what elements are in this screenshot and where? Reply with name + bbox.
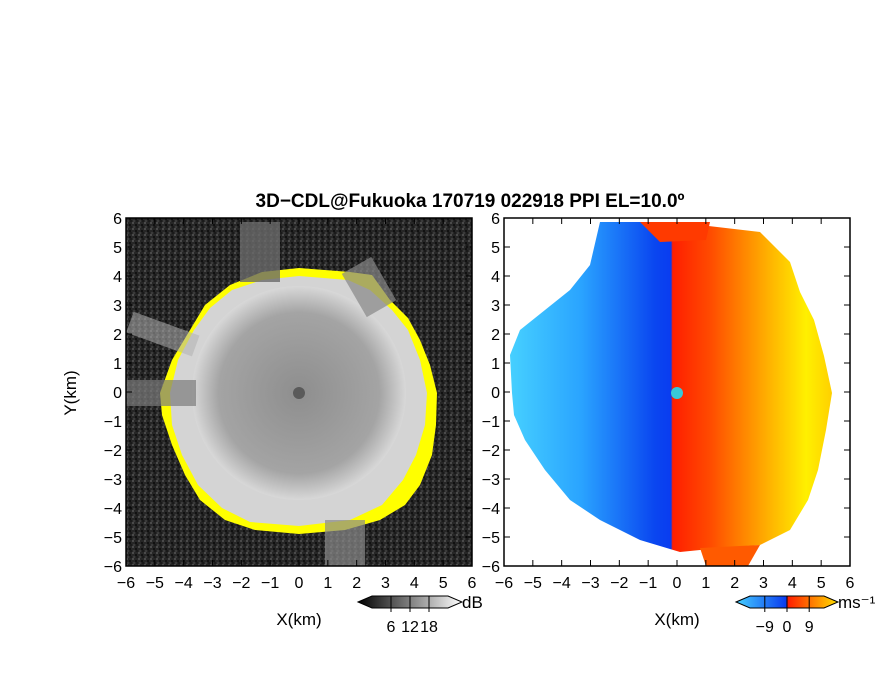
- velocity-field: [510, 222, 832, 552]
- x-tick-label: −2: [232, 575, 250, 592]
- y-tick-label: 2: [491, 327, 500, 344]
- x-tick-label: 3: [759, 575, 768, 592]
- y-tick-label: −6: [482, 559, 500, 576]
- x-tick-label: 5: [439, 575, 448, 592]
- x-tick-label: 6: [468, 575, 477, 592]
- right-x-axis-label: X(km): [654, 610, 699, 629]
- velocity-colorbar: −9 0 9 ms⁻¹: [734, 593, 876, 636]
- velocity-panel: −6 −5 −4 −3 −2 −1 0 1 2 3 4 5 6 −6 −5 −4 −3 −2 −1 0 1 2 3 4 5 6 X…: [482, 211, 855, 629]
- y-tick-label: 0: [113, 385, 122, 402]
- x-tick-label: 3: [381, 575, 390, 592]
- x-tick-label: 2: [730, 575, 739, 592]
- colorbar-tick-label: 9: [805, 619, 814, 636]
- reflectivity-colorbar-unit: dB: [462, 593, 483, 612]
- velocity-speckle-south: [700, 545, 760, 566]
- y-tick-label: 5: [113, 240, 122, 257]
- left-x-axis-label: X(km): [276, 610, 321, 629]
- x-tick-label: −5: [524, 575, 542, 592]
- radar-site-marker-velocity: [671, 387, 683, 399]
- y-tick-label: 4: [113, 269, 122, 286]
- reflectivity-colorbar-ticks: 6 12 18: [387, 596, 438, 636]
- y-tick-label: −2: [482, 443, 500, 460]
- colorbar-tick-label: 0: [783, 619, 792, 636]
- x-tick-label: 2: [352, 575, 361, 592]
- reflectivity-panel: −6 −5 −4 −3 −2 −1 0 1 2 3 4 5 6 −6 −5 −4 −3 −2 −1 0 1 2 3 4 5 6 X…: [61, 211, 477, 629]
- radar-site-marker: [293, 387, 305, 399]
- left-axis-ticks: −6 −5 −4 −3 −2 −1 0 1 2 3 4 5 6 −6 −5 −4 −3 −2 −1 0 1 2 3 4 5 6: [104, 211, 477, 592]
- y-tick-label: −1: [104, 414, 122, 431]
- left-y-axis-label: Y(km): [61, 370, 80, 415]
- x-tick-label: 4: [788, 575, 797, 592]
- y-tick-label: 3: [113, 298, 122, 315]
- echo-spoke-north: [240, 222, 280, 282]
- colorbar-tick-label: 18: [420, 619, 438, 636]
- x-tick-label: 1: [323, 575, 332, 592]
- reflectivity-colorbar: 6 12 18 dB: [356, 593, 483, 636]
- y-tick-label: −2: [104, 443, 122, 460]
- x-tick-label: −2: [610, 575, 628, 592]
- x-tick-label: −1: [639, 575, 657, 592]
- right-axis-ticks: −6 −5 −4 −3 −2 −1 0 1 2 3 4 5 6 −6 −5 −4 −3 −2 −1 0 1 2 3 4 5 6: [482, 211, 855, 592]
- colorbar-tick-label: 6: [387, 619, 396, 636]
- x-tick-label: 0: [673, 575, 682, 592]
- x-tick-label: 4: [410, 575, 419, 592]
- echo-spoke-west: [126, 380, 196, 406]
- y-tick-label: 6: [491, 211, 500, 228]
- velocity-colorbar-unit: ms⁻¹: [838, 593, 876, 612]
- x-tick-label: −3: [203, 575, 221, 592]
- x-tick-label: −6: [117, 575, 135, 592]
- y-tick-label: −6: [104, 559, 122, 576]
- x-tick-label: 0: [295, 575, 304, 592]
- y-tick-label: −1: [482, 414, 500, 431]
- y-tick-label: −5: [482, 530, 500, 547]
- x-tick-label: −6: [495, 575, 513, 592]
- y-tick-label: 5: [491, 240, 500, 257]
- y-tick-label: −5: [104, 530, 122, 547]
- y-tick-label: −4: [482, 501, 500, 518]
- velocity-colorbar-ticks: −9 0 9: [756, 596, 814, 636]
- figure-title: 3D−CDL@Fukuoka 170719 022918 PPI EL=10.0…: [256, 191, 685, 212]
- echo-spoke-northeast: [341, 256, 397, 318]
- y-tick-label: −3: [104, 472, 122, 489]
- x-tick-label: 6: [846, 575, 855, 592]
- y-tick-label: 1: [113, 356, 122, 373]
- echo-spoke-southwest: [126, 311, 200, 357]
- y-tick-label: 2: [113, 327, 122, 344]
- x-tick-label: −4: [175, 575, 193, 592]
- y-tick-label: 3: [491, 298, 500, 315]
- x-tick-label: −4: [553, 575, 571, 592]
- x-tick-label: 1: [701, 575, 710, 592]
- x-tick-label: −3: [581, 575, 599, 592]
- y-tick-label: 6: [113, 211, 122, 228]
- x-tick-label: 5: [817, 575, 826, 592]
- colorbar-tick-label: 12: [401, 619, 419, 636]
- x-tick-label: −5: [146, 575, 164, 592]
- y-tick-label: −3: [482, 472, 500, 489]
- y-tick-label: 0: [491, 385, 500, 402]
- colorbar-tick-label: −9: [756, 619, 774, 636]
- y-tick-label: −4: [104, 501, 122, 518]
- echo-spoke-south: [325, 520, 365, 566]
- y-tick-label: 4: [491, 269, 500, 286]
- velocity-speckle-north: [640, 222, 710, 242]
- y-tick-label: 1: [491, 356, 500, 373]
- x-tick-label: −1: [261, 575, 279, 592]
